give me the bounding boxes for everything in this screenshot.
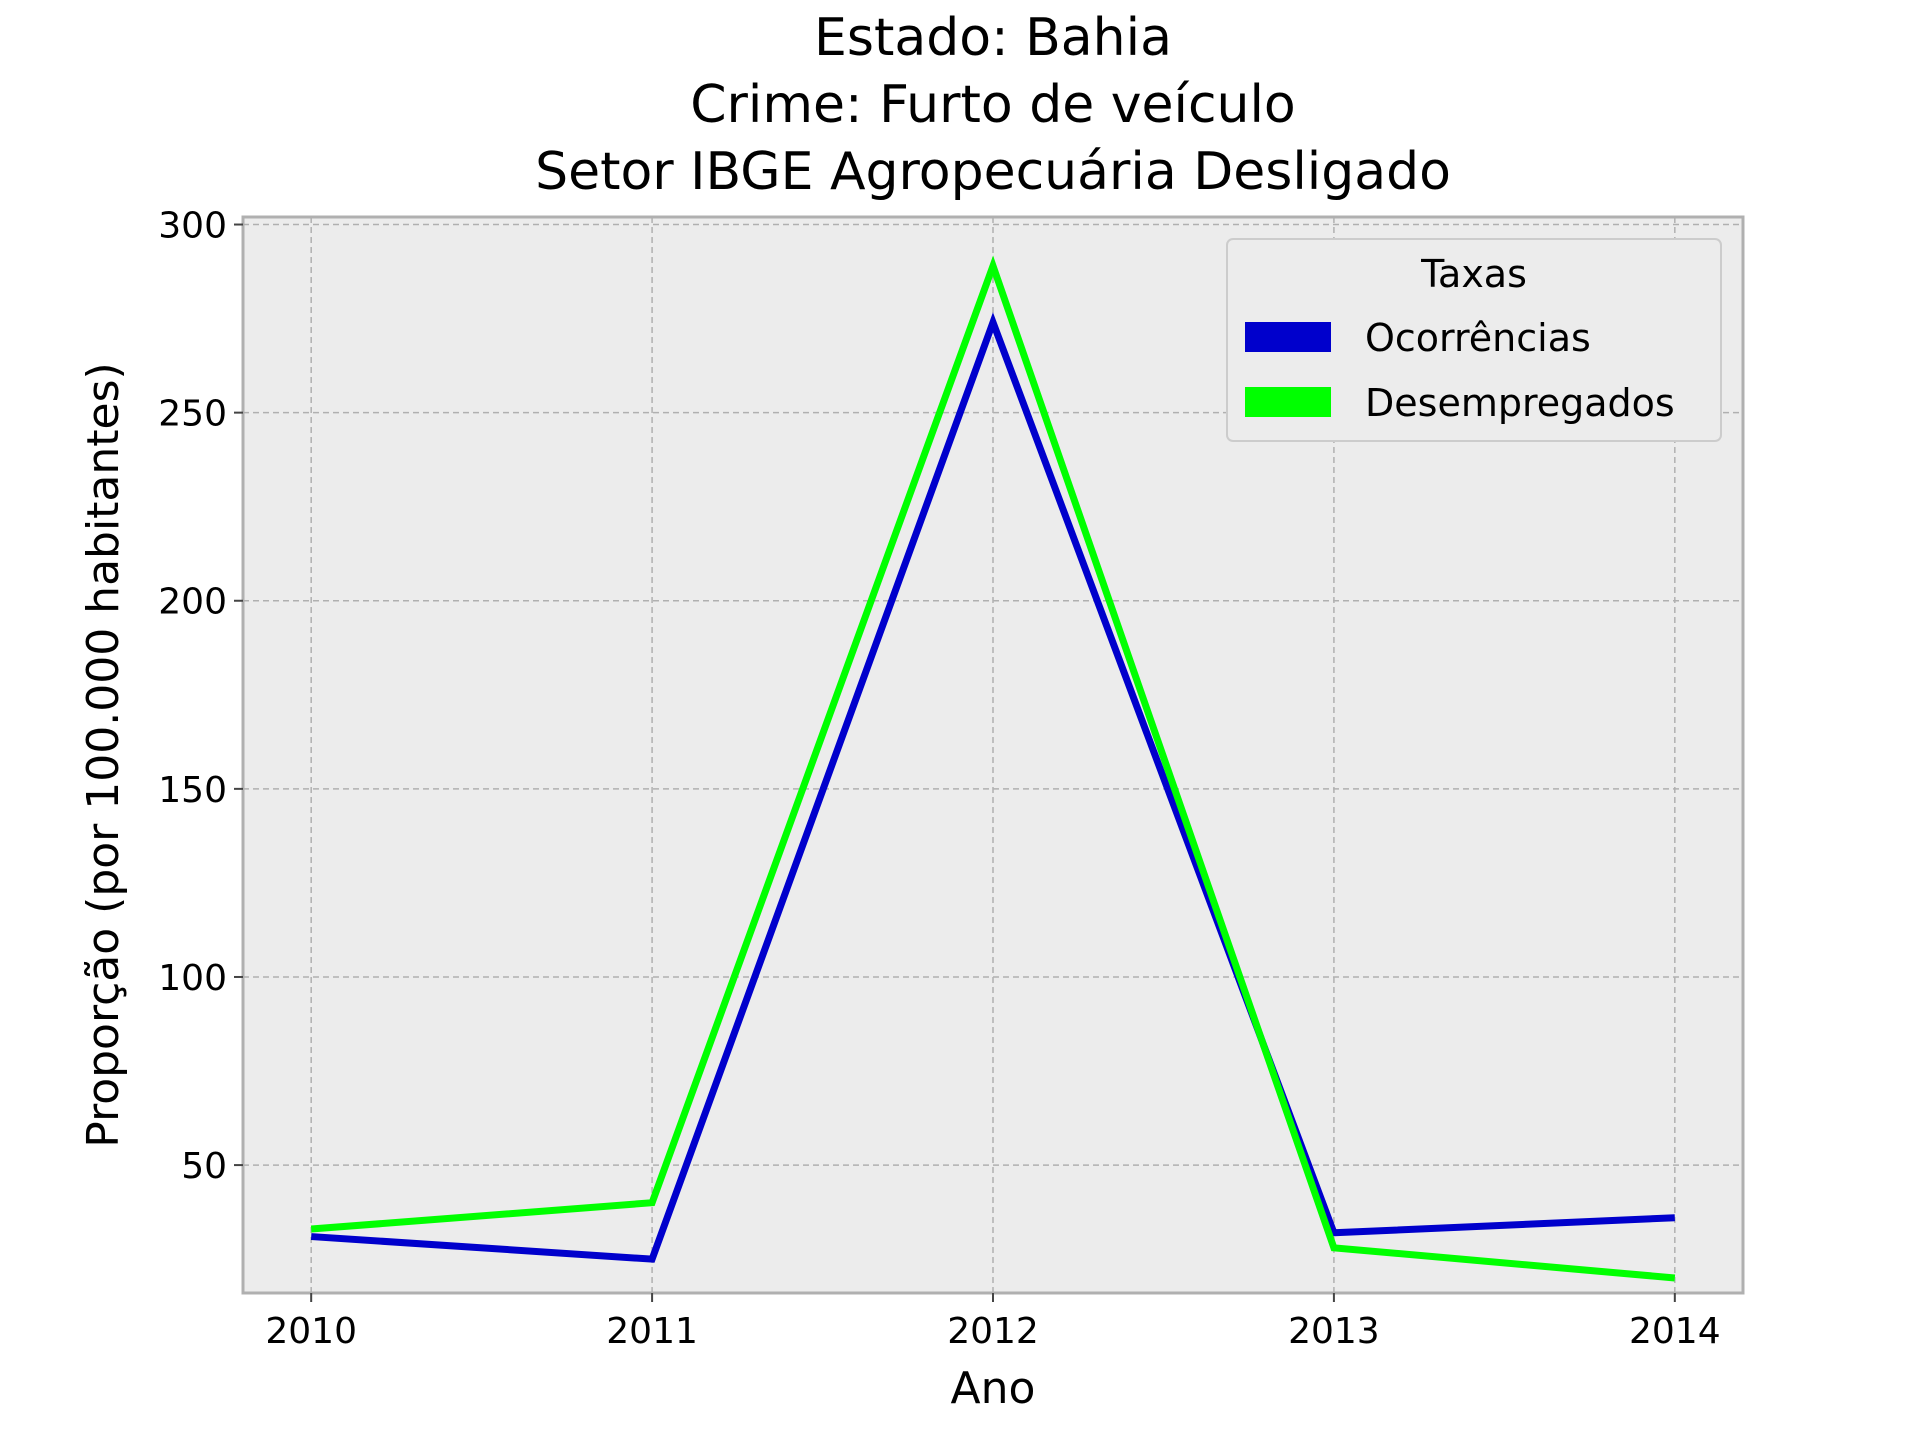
title-line-1: Estado: Bahia <box>814 8 1172 68</box>
legend-label-ocorrencias: Ocorrências <box>1365 316 1591 360</box>
y-tick-label: 250 <box>158 394 227 435</box>
legend-swatch-desempregados <box>1245 387 1331 417</box>
legend-swatch-ocorrencias <box>1245 322 1331 352</box>
x-tick-label: 2012 <box>947 1311 1039 1352</box>
x-tick-label: 2014 <box>1629 1311 1721 1352</box>
x-tick-label: 2011 <box>606 1311 698 1352</box>
legend-box <box>1226 238 1722 442</box>
x-axis-label: Ano <box>951 1363 1036 1414</box>
y-tick-label: 50 <box>181 1146 227 1187</box>
chart-title: Estado: Bahia Crime: Furto de veículo Se… <box>535 8 1451 202</box>
series-line-ocorrencias <box>310 312 1675 1263</box>
y-tick-label: 150 <box>158 770 227 811</box>
series-lines <box>310 255 1676 1282</box>
title-line-3: Setor IBGE Agropecuária Desligado <box>535 142 1451 202</box>
y-tick-label: 200 <box>158 582 227 623</box>
x-tick-label: 2010 <box>265 1311 357 1352</box>
legend: Taxas Ocorrências Desempregados <box>1226 238 1722 442</box>
y-tick-label: 300 <box>158 206 227 247</box>
grid <box>243 217 1743 1293</box>
y-axis-label: Proporção (por 100.000 habitantes) <box>78 362 129 1147</box>
legend-label-desempregados: Desempregados <box>1365 381 1675 425</box>
series-line-desempregados <box>310 255 1676 1282</box>
title-line-2: Crime: Furto de veículo <box>690 75 1296 135</box>
x-tick-label: 2013 <box>1288 1311 1380 1352</box>
legend-title: Taxas <box>1420 252 1527 296</box>
axis-ticks: 2010 2011 2012 2013 2014 50 100 150 200 250 300 <box>158 206 1720 1352</box>
y-tick-label: 100 <box>158 958 227 999</box>
